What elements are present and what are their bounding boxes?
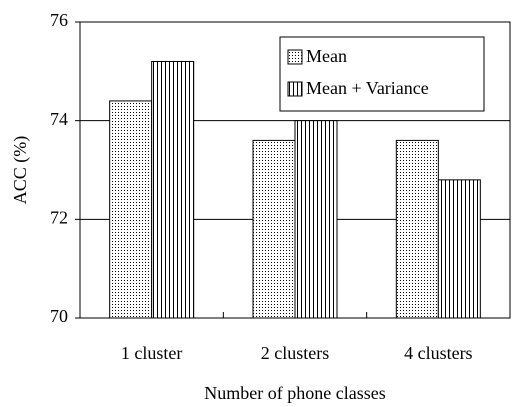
bar (151, 60, 195, 319)
x-tick-label: 4 clusters (404, 343, 472, 363)
bar (252, 139, 296, 319)
y-tick-label: 72 (50, 207, 68, 227)
y-tick-label: 76 (50, 10, 68, 30)
legend-swatch (287, 49, 303, 65)
y-tick-label: 74 (50, 109, 68, 129)
legend-label: Mean (306, 46, 347, 66)
x-tick-label: 1 cluster (121, 343, 182, 363)
y-tick-label: 70 (50, 306, 68, 326)
y-axis-label: ACC (%) (10, 136, 31, 205)
legend-box (279, 36, 485, 112)
bar (395, 139, 439, 319)
legend-swatch (287, 81, 303, 97)
x-axis-label: Number of phone classes (204, 383, 385, 403)
x-tick-label: 2 clusters (261, 343, 329, 363)
bar (109, 100, 153, 319)
bar (437, 179, 481, 319)
bar (294, 120, 338, 319)
plot-frame (79, 21, 511, 319)
legend-label: Mean + Variance (306, 78, 429, 98)
